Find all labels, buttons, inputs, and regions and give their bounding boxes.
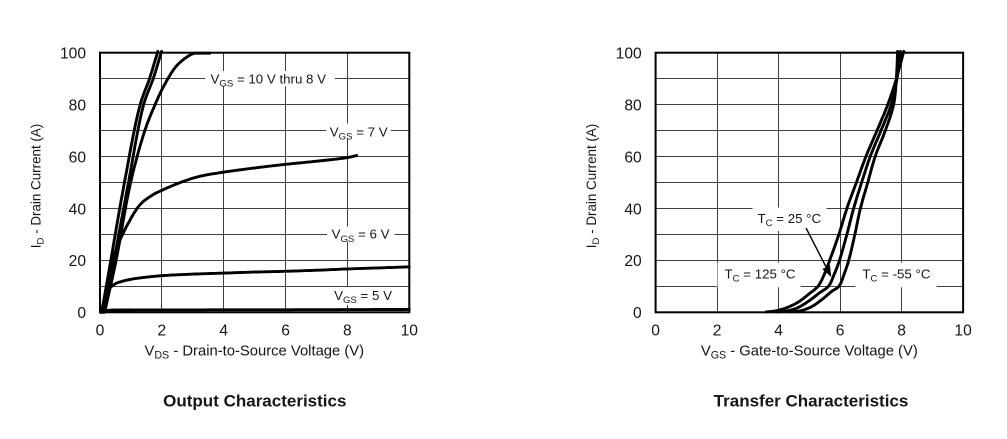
svg-text:0: 0 [633, 305, 642, 322]
svg-text:2: 2 [158, 323, 167, 340]
svg-text:100: 100 [60, 46, 86, 63]
svg-text:ID - Drain Current (A): ID - Drain Current (A) [28, 124, 46, 249]
svg-text:100: 100 [616, 46, 642, 63]
svg-text:6: 6 [281, 323, 290, 340]
svg-text:60: 60 [69, 149, 87, 166]
svg-text:6: 6 [836, 323, 845, 340]
svg-text:ID - Drain Current (A): ID - Drain Current (A) [584, 124, 602, 249]
svg-text:Transfer Characteristics: Transfer Characteristics [714, 391, 909, 410]
svg-text:0: 0 [77, 305, 86, 322]
svg-text:20: 20 [69, 253, 87, 270]
svg-text:TC = 25 °C: TC = 25 °C [758, 211, 822, 229]
svg-text:10: 10 [401, 323, 419, 340]
svg-text:8: 8 [343, 323, 352, 340]
svg-text:80: 80 [624, 97, 642, 114]
svg-text:0: 0 [96, 323, 105, 340]
svg-text:TC = -55 °C: TC = -55 °C [862, 266, 930, 284]
svg-text:4: 4 [219, 323, 228, 340]
svg-text:80: 80 [69, 97, 87, 114]
svg-text:40: 40 [624, 201, 642, 218]
svg-text:10: 10 [954, 323, 972, 340]
svg-text:60: 60 [624, 149, 642, 166]
svg-text:20: 20 [624, 253, 642, 270]
svg-text:Output Characteristics: Output Characteristics [163, 391, 346, 410]
svg-text:2: 2 [713, 323, 722, 340]
svg-text:VGS - Gate-to-Source Voltage (: VGS - Gate-to-Source Voltage (V) [701, 343, 918, 361]
svg-text:4: 4 [774, 323, 783, 340]
svg-text:VGS = 10 V thru 8 V: VGS = 10 V thru 8 V [211, 71, 327, 89]
svg-text:0: 0 [651, 323, 660, 340]
svg-text:40: 40 [69, 201, 87, 218]
svg-text:TC = 125 °C: TC = 125 °C [725, 266, 796, 284]
svg-text:8: 8 [897, 323, 906, 340]
svg-text:VDS - Drain-to-Source Voltage: VDS - Drain-to-Source Voltage (V) [144, 343, 364, 361]
